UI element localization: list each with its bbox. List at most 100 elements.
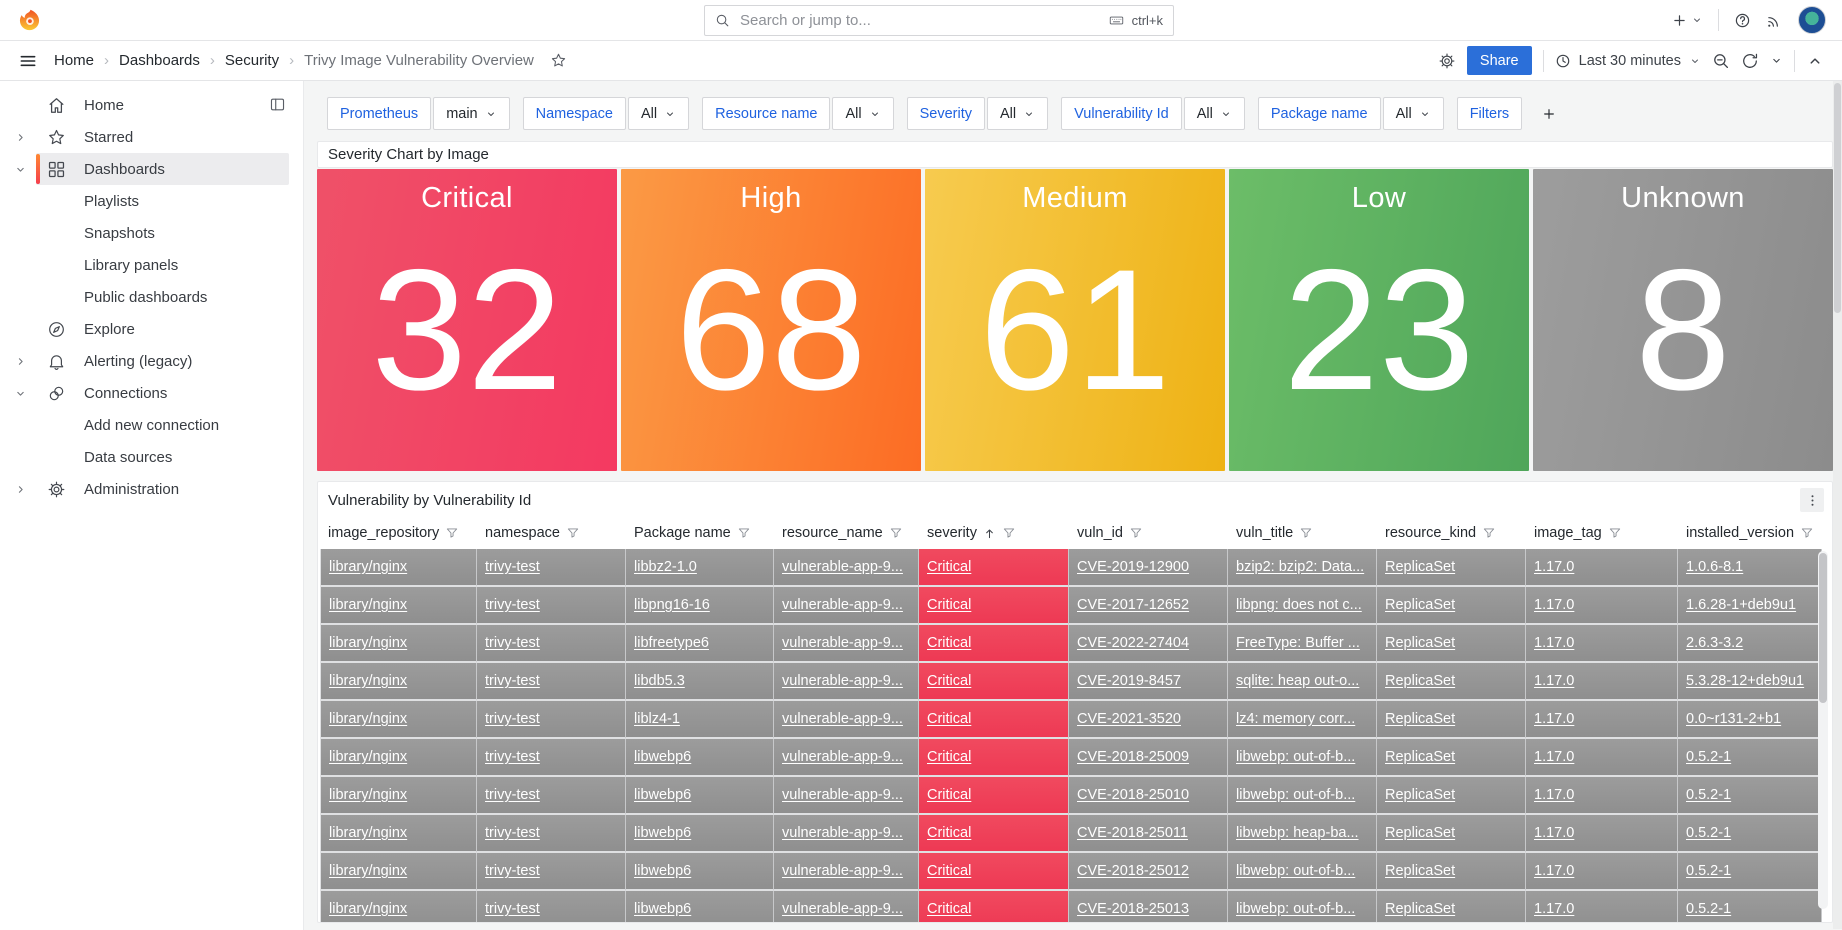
- cell-link[interactable]: CVE-2019-8457: [1077, 673, 1181, 689]
- cell-link[interactable]: trivy-test: [485, 559, 540, 575]
- cell-link[interactable]: 2.6.3-3.2: [1686, 635, 1744, 651]
- variable-value-dropdown[interactable]: main: [433, 97, 510, 130]
- cell-link[interactable]: 1.17.0: [1534, 673, 1575, 689]
- variable-label-button[interactable]: Severity: [906, 97, 985, 130]
- cell-link[interactable]: trivy-test: [485, 901, 540, 917]
- cell-link[interactable]: trivy-test: [485, 749, 540, 765]
- table-panel-title[interactable]: Vulnerability by Vulnerability Id: [328, 491, 532, 509]
- time-range-picker[interactable]: Last 30 minutes: [1555, 53, 1701, 69]
- cell-link[interactable]: ReplicaSet: [1385, 863, 1456, 879]
- cell-link[interactable]: libwebp: out-of-b...: [1236, 863, 1356, 879]
- cell-link[interactable]: 0.0~r131-2+b1: [1686, 711, 1782, 727]
- cell-link[interactable]: 1.17.0: [1534, 711, 1575, 727]
- cell-link[interactable]: vulnerable-app-9...: [782, 597, 903, 613]
- cell-link[interactable]: CVE-2022-27404: [1077, 635, 1190, 651]
- sidebar-item-public-dashboards[interactable]: Public dashboards: [0, 281, 303, 313]
- cell-link[interactable]: libwebp: heap-ba...: [1236, 825, 1359, 841]
- table-scrollbar-thumb[interactable]: [1819, 553, 1827, 703]
- variable-label-button[interactable]: Prometheus: [327, 97, 432, 130]
- cell-link[interactable]: vulnerable-app-9...: [782, 673, 903, 689]
- cell-link[interactable]: vulnerable-app-9...: [782, 749, 903, 765]
- cell-link[interactable]: 1.17.0: [1534, 863, 1575, 879]
- filter-funnel-icon[interactable]: [1482, 526, 1496, 540]
- user-avatar[interactable]: [1798, 6, 1826, 34]
- cell-link[interactable]: Critical: [927, 673, 972, 689]
- cell-link[interactable]: Critical: [927, 597, 972, 613]
- cell-link[interactable]: library/nginx: [329, 673, 408, 689]
- refresh-icon[interactable]: [1741, 52, 1759, 70]
- cell-link[interactable]: libwebp: out-of-b...: [1236, 787, 1356, 803]
- cell-link[interactable]: library/nginx: [329, 787, 408, 803]
- cell-link[interactable]: vulnerable-app-9...: [782, 711, 903, 727]
- sidebar-item-alerting-legacy[interactable]: Alerting (legacy): [0, 345, 303, 377]
- cell-link[interactable]: Critical: [927, 901, 972, 917]
- news-button[interactable]: [1766, 12, 1783, 29]
- cell-link[interactable]: ReplicaSet: [1385, 787, 1456, 803]
- column-header-namespace[interactable]: namespace: [477, 517, 626, 549]
- breadcrumb-item-security[interactable]: Security: [224, 52, 280, 69]
- cell-link[interactable]: 1.17.0: [1534, 787, 1575, 803]
- cell-link[interactable]: Critical: [927, 787, 972, 803]
- cell-link[interactable]: ReplicaSet: [1385, 597, 1456, 613]
- variable-value-dropdown[interactable]: All: [987, 97, 1049, 130]
- column-header-package-name[interactable]: Package name: [626, 517, 774, 549]
- cell-link[interactable]: 0.5.2-1: [1686, 787, 1732, 803]
- cell-link[interactable]: ReplicaSet: [1385, 673, 1456, 689]
- filter-funnel-icon[interactable]: [889, 526, 903, 540]
- sidebar-item-home[interactable]: Home: [0, 89, 303, 121]
- cell-link[interactable]: CVE-2018-25013: [1077, 901, 1190, 917]
- breadcrumb-item-home[interactable]: Home: [54, 52, 95, 69]
- column-header-resource-kind[interactable]: resource_kind: [1377, 517, 1526, 549]
- column-header-severity[interactable]: severity: [919, 517, 1069, 549]
- filter-funnel-icon[interactable]: [737, 526, 751, 540]
- filter-funnel-icon[interactable]: [1002, 526, 1016, 540]
- filters-button[interactable]: Filters: [1456, 97, 1523, 130]
- sidebar-item-snapshots[interactable]: Snapshots: [0, 217, 303, 249]
- cell-link[interactable]: vulnerable-app-9...: [782, 559, 903, 575]
- filter-funnel-icon[interactable]: [566, 526, 580, 540]
- favorite-star-icon[interactable]: [550, 52, 567, 69]
- cell-link[interactable]: library/nginx: [329, 597, 408, 613]
- cell-link[interactable]: vulnerable-app-9...: [782, 635, 903, 651]
- sidebar-item-add-new-connection[interactable]: Add new connection: [0, 409, 303, 441]
- cell-link[interactable]: ReplicaSet: [1385, 749, 1456, 765]
- cell-link[interactable]: ReplicaSet: [1385, 825, 1456, 841]
- cell-link[interactable]: library/nginx: [329, 635, 408, 651]
- help-button[interactable]: [1734, 12, 1751, 29]
- cell-link[interactable]: libbz2-1.0: [634, 559, 697, 575]
- cell-link[interactable]: Critical: [927, 711, 972, 727]
- filter-funnel-icon[interactable]: [1129, 526, 1143, 540]
- grafana-logo-icon[interactable]: [16, 7, 43, 34]
- cell-link[interactable]: 0.5.2-1: [1686, 863, 1732, 879]
- add-filter-button[interactable]: [1535, 97, 1563, 130]
- variable-value-dropdown[interactable]: All: [832, 97, 894, 130]
- cell-link[interactable]: trivy-test: [485, 635, 540, 651]
- cell-link[interactable]: Critical: [927, 559, 972, 575]
- cell-link[interactable]: CVE-2018-25009: [1077, 749, 1190, 765]
- cell-link[interactable]: library/nginx: [329, 825, 408, 841]
- cell-link[interactable]: trivy-test: [485, 825, 540, 841]
- cell-link[interactable]: libwebp6: [634, 787, 692, 803]
- cell-link[interactable]: library/nginx: [329, 559, 408, 575]
- severity-panel-title[interactable]: Severity Chart by Image: [328, 146, 489, 163]
- cell-link[interactable]: libwebp6: [634, 901, 692, 917]
- cell-link[interactable]: 1.17.0: [1534, 597, 1575, 613]
- cell-link[interactable]: vulnerable-app-9...: [782, 825, 903, 841]
- page-scrollbar-thumb[interactable]: [1834, 83, 1841, 313]
- filter-funnel-icon[interactable]: [445, 526, 459, 540]
- breadcrumb-item-trivy-image-vulnerability-overview[interactable]: Trivy Image Vulnerability Overview: [304, 52, 534, 69]
- menu-icon[interactable]: [18, 51, 38, 71]
- refresh-interval-chevron-icon[interactable]: [1770, 54, 1783, 67]
- cell-link[interactable]: 1.6.28-1+deb9u1: [1686, 597, 1797, 613]
- cell-link[interactable]: liblz4-1: [634, 711, 680, 727]
- cell-link[interactable]: libpng16-16: [634, 597, 710, 613]
- share-button[interactable]: Share: [1466, 46, 1532, 75]
- cell-link[interactable]: trivy-test: [485, 787, 540, 803]
- cell-link[interactable]: 1.17.0: [1534, 825, 1575, 841]
- cell-link[interactable]: vulnerable-app-9...: [782, 863, 903, 879]
- sidebar-item-connections[interactable]: Connections: [0, 377, 303, 409]
- column-header-installed-version[interactable]: installed_version: [1678, 517, 1822, 549]
- cell-link[interactable]: sqlite: heap out-o...: [1236, 673, 1360, 689]
- cell-link[interactable]: Critical: [927, 863, 972, 879]
- cell-link[interactable]: CVE-2021-3520: [1077, 711, 1181, 727]
